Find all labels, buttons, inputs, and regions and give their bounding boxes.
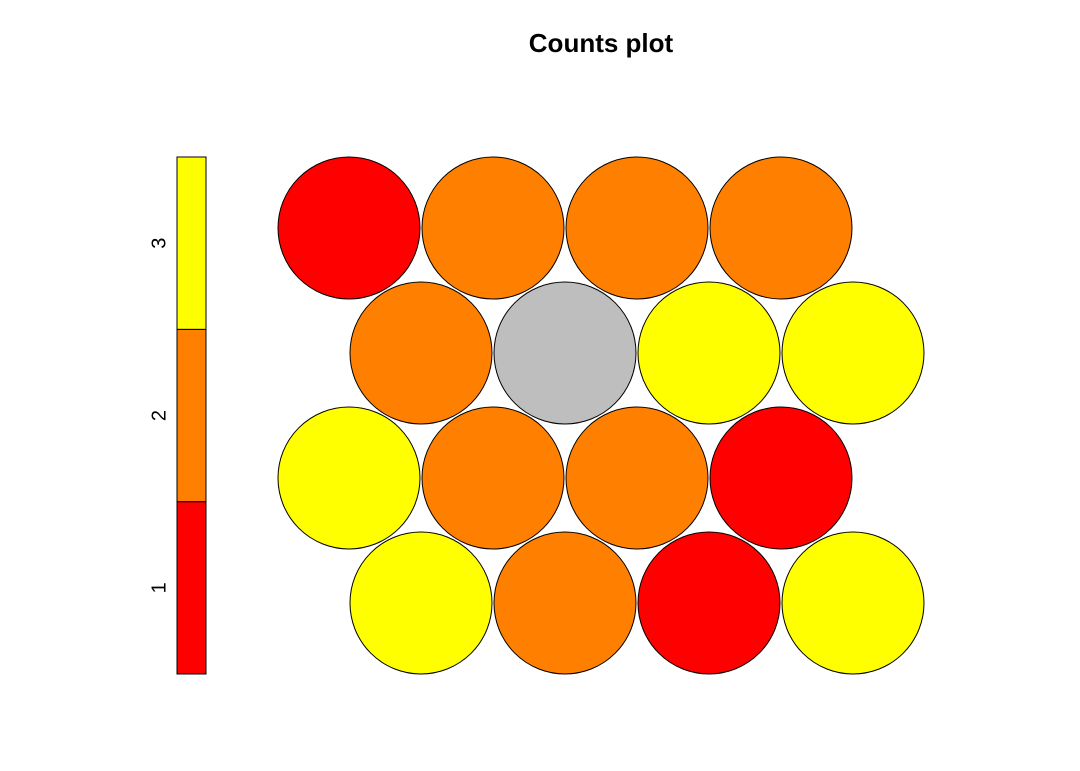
unit-circle-count-3 <box>637 281 781 425</box>
unit-circle-count-1 <box>709 406 853 550</box>
legend-tick-label: 3 <box>148 238 170 249</box>
unit-circle-count-1 <box>637 531 781 675</box>
legend-tick-label: 2 <box>148 410 170 421</box>
color-legend: 1 2 3 <box>148 156 207 675</box>
chart-title: Counts plot <box>529 28 674 58</box>
units-grid <box>277 156 925 675</box>
unit-circle-count-2 <box>421 406 565 550</box>
unit-circle-count-2 <box>565 156 709 300</box>
unit-circle-count-3 <box>781 531 925 675</box>
unit-circle-count-1 <box>277 156 421 300</box>
unit-circle-count-3 <box>277 406 421 550</box>
unit-circle-count-2 <box>349 281 493 425</box>
legend-segment-3 <box>176 156 207 330</box>
legend-segment-1 <box>176 501 207 675</box>
unit-circle-count-2 <box>421 156 565 300</box>
legend-tick-label: 1 <box>148 582 170 593</box>
unit-circle-count-3 <box>349 531 493 675</box>
legend-segment-2 <box>176 328 207 503</box>
unit-circle-count-2 <box>493 531 637 675</box>
unit-circle-empty <box>493 281 637 425</box>
unit-circle-count-3 <box>781 281 925 425</box>
unit-circle-count-2 <box>709 156 853 300</box>
unit-circle-count-2 <box>565 406 709 550</box>
